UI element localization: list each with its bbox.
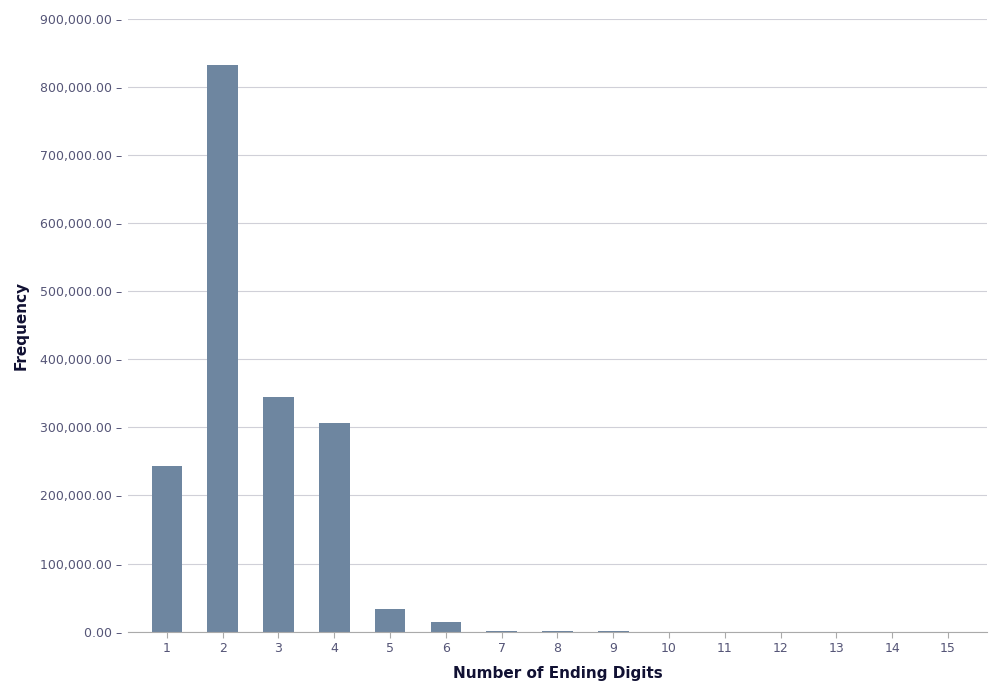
Bar (263, 397, 294, 632)
Bar (151, 466, 182, 632)
Bar (486, 630, 517, 632)
Bar (207, 65, 238, 632)
Bar (430, 622, 461, 632)
X-axis label: Number of Ending Digits: Number of Ending Digits (452, 666, 663, 681)
Y-axis label: Frequency: Frequency (14, 281, 29, 370)
Bar (374, 609, 405, 632)
Bar (319, 423, 349, 632)
